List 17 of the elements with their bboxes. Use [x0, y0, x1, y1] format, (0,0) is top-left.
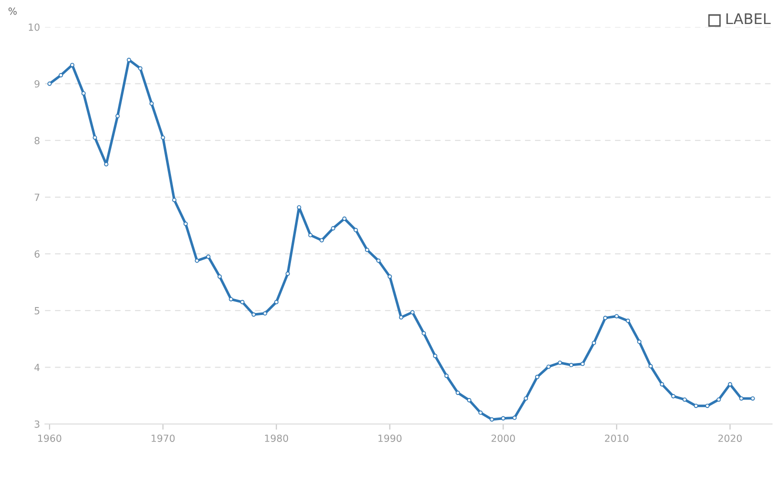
- x-tick-label: 1990: [378, 434, 402, 442]
- x-tick-label: 2020: [718, 434, 742, 442]
- x-tick-label: 1970: [152, 434, 175, 442]
- y-tick-label: 7: [34, 194, 40, 201]
- x-tick-label: 2010: [604, 434, 628, 442]
- x-tick-label: 1960: [38, 434, 62, 442]
- y-tick-label: 3: [34, 420, 40, 428]
- y-tick-label: 8: [34, 136, 40, 144]
- y-axis-title: %: [8, 7, 17, 15]
- y-tick-label: 6: [34, 250, 40, 258]
- y-tick-label: 5: [34, 307, 40, 314]
- x-tick-label: 2000: [492, 434, 515, 442]
- text: LABEL: [726, 13, 771, 24]
- x-tick-label: 1980: [265, 434, 288, 442]
- y-tick-label: 9: [34, 80, 40, 88]
- y-tick-label: 10: [28, 23, 40, 31]
- y-tick-label: 4: [34, 364, 40, 371]
